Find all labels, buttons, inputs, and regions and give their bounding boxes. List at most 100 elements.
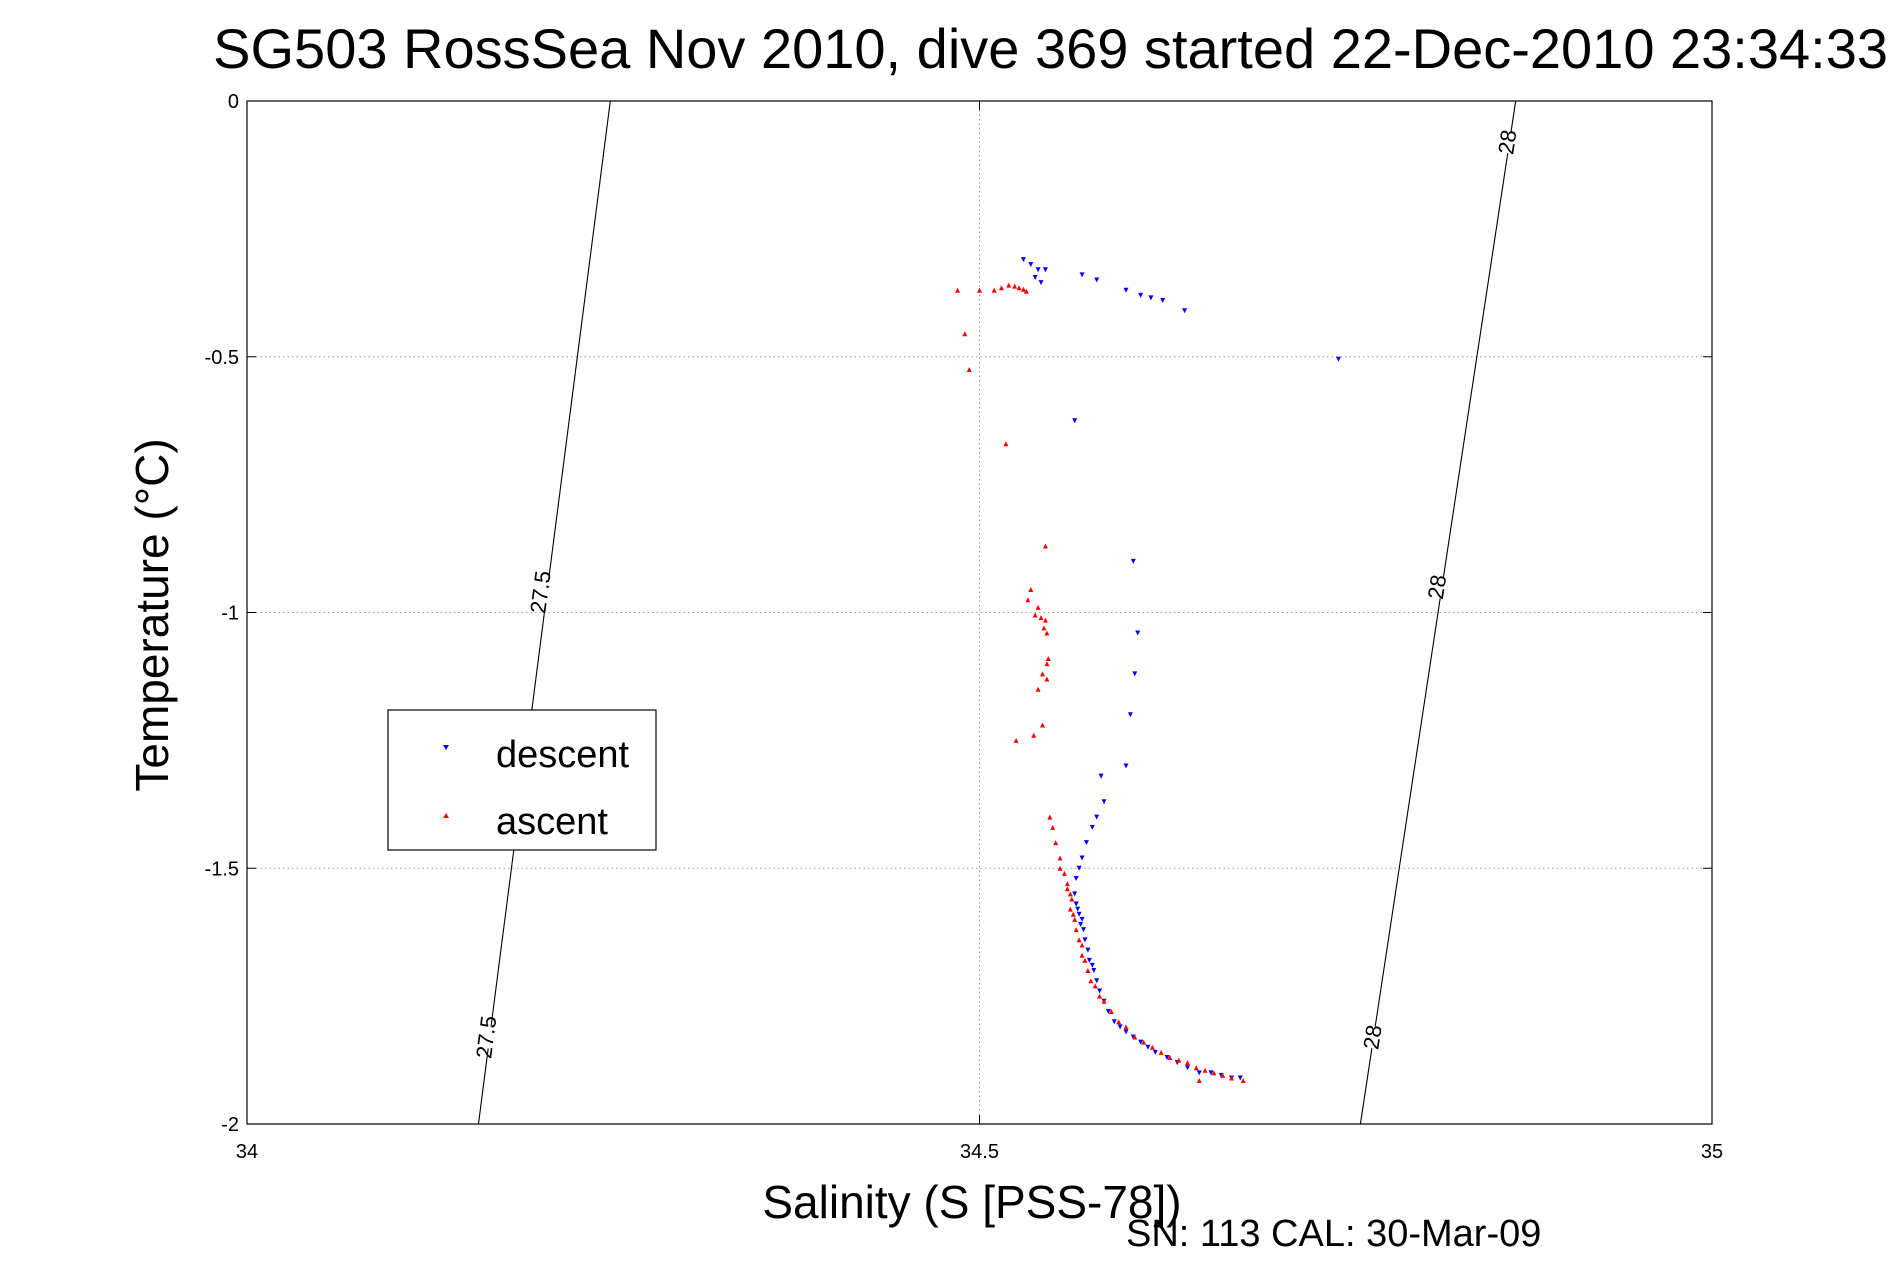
ascent-point xyxy=(1193,1065,1199,1071)
ascent-point xyxy=(1041,625,1047,631)
y-tick-labels: 0 -0.5 -1 -1.5 -2 xyxy=(205,91,239,1136)
descent-point xyxy=(1094,814,1100,820)
descent-point xyxy=(1111,1019,1117,1025)
descent-point xyxy=(1138,1039,1144,1045)
ascent-point xyxy=(1064,881,1070,887)
ascent-point xyxy=(1012,283,1018,289)
ascent-point xyxy=(1044,630,1050,636)
ascent-point xyxy=(1123,1024,1129,1030)
ascent-point xyxy=(998,285,1004,291)
ascent-point xyxy=(1038,615,1044,621)
ascent-point xyxy=(1196,1078,1202,1084)
ascent-point xyxy=(1067,891,1073,897)
ascent-point xyxy=(1176,1057,1182,1063)
ascent-point xyxy=(955,287,961,293)
x-tick-label: 34 xyxy=(236,1141,258,1163)
y-tick-label: -0.5 xyxy=(205,347,239,369)
ascent-point xyxy=(1211,1070,1217,1076)
descent-point xyxy=(1208,1070,1214,1076)
descent-point xyxy=(1101,799,1107,805)
descent-point xyxy=(1076,865,1082,871)
descent-point xyxy=(1035,267,1041,273)
ascent-point xyxy=(962,331,968,337)
ascent-point xyxy=(1158,1049,1164,1055)
legend-box xyxy=(387,709,657,851)
ascent-point xyxy=(1006,282,1012,288)
ascent-point xyxy=(1042,617,1048,623)
ascent-point xyxy=(1025,597,1031,603)
contour-label-gap xyxy=(1407,571,1466,603)
contour-line xyxy=(1359,100,1517,1125)
contour-label-gap xyxy=(1342,1021,1402,1053)
ascent-point xyxy=(1020,286,1026,292)
descent-point xyxy=(1130,558,1136,564)
descent-point xyxy=(1083,840,1089,846)
descent-point xyxy=(1164,1055,1170,1061)
ascent-point xyxy=(1097,993,1103,999)
ascent-point xyxy=(1079,942,1085,948)
descent-point xyxy=(1032,274,1038,280)
ascent-point xyxy=(977,287,982,293)
ascent-point xyxy=(1023,288,1029,294)
descent-point xyxy=(1094,277,1100,283)
ascent-point xyxy=(1141,1039,1147,1045)
contour-label-gap xyxy=(510,577,570,607)
ascent-point xyxy=(1016,285,1022,291)
descent-point xyxy=(1123,1029,1129,1035)
descent-point xyxy=(1075,906,1081,912)
ascent-point xyxy=(1085,968,1091,974)
ascent-point xyxy=(1149,1044,1155,1050)
ascent-point xyxy=(1185,1060,1191,1066)
ascent-point xyxy=(1061,870,1067,876)
descent-point xyxy=(1042,267,1048,273)
ascent-point xyxy=(1035,686,1041,692)
x-axis-label: Salinity (S [PSS-78]) xyxy=(762,1176,1181,1228)
contour-label: 28 xyxy=(1493,128,1521,156)
descent-point xyxy=(1123,287,1129,293)
ascent-point xyxy=(1132,1034,1138,1040)
legend-descent-marker xyxy=(443,745,449,750)
descent-point xyxy=(1091,968,1097,974)
contour-label: 28 xyxy=(1423,573,1451,601)
y-axis-label: Temperature (°C) xyxy=(126,438,178,791)
ascent-point xyxy=(1053,840,1059,846)
legend-ascent-marker xyxy=(443,813,449,818)
ascent-point xyxy=(1079,952,1085,958)
contour-label-gap xyxy=(456,1022,515,1052)
descent-point xyxy=(1079,272,1085,278)
x-tick-label: 34.5 xyxy=(960,1141,999,1163)
ascent-point xyxy=(1028,586,1034,592)
ascent-point xyxy=(1092,983,1098,989)
serial-calibration-note: SN: 113 CAL: 30-Mar-09 xyxy=(1126,1213,1541,1255)
ascent-point xyxy=(1050,824,1056,830)
descent-point xyxy=(1182,308,1188,314)
y-tick-label: -2 xyxy=(221,1114,239,1136)
ascent-point xyxy=(1240,1078,1246,1084)
y-tick-label: 0 xyxy=(228,91,239,113)
x-tick-label: 35 xyxy=(1701,1141,1723,1163)
descent-point xyxy=(1138,292,1144,298)
ascent-point xyxy=(1220,1072,1226,1078)
descent-point xyxy=(1073,901,1079,907)
descent-point xyxy=(1148,295,1154,301)
contour-label: 27.5 xyxy=(525,569,555,615)
descent-point xyxy=(1085,947,1091,953)
legend-descent-label: descent xyxy=(496,734,630,776)
ascent-point xyxy=(1064,886,1070,892)
ascent-point xyxy=(1202,1067,1208,1073)
ascent-point xyxy=(1045,656,1051,662)
descent-point xyxy=(1038,280,1044,286)
ascent-point xyxy=(1108,1008,1114,1014)
ascent-point xyxy=(1044,661,1050,667)
ascent-point xyxy=(1047,814,1053,820)
descent-point xyxy=(1028,262,1034,268)
ascent-point xyxy=(1035,604,1041,610)
descent-point xyxy=(1079,916,1085,922)
contour-label: 27.5 xyxy=(471,1014,501,1060)
x-tick-labels: 34 34.5 35 xyxy=(236,1141,1723,1163)
descent-point xyxy=(1237,1075,1243,1081)
ascent-point xyxy=(1116,1019,1122,1025)
descent-series xyxy=(1020,257,1341,1081)
descent-point xyxy=(1089,962,1095,968)
